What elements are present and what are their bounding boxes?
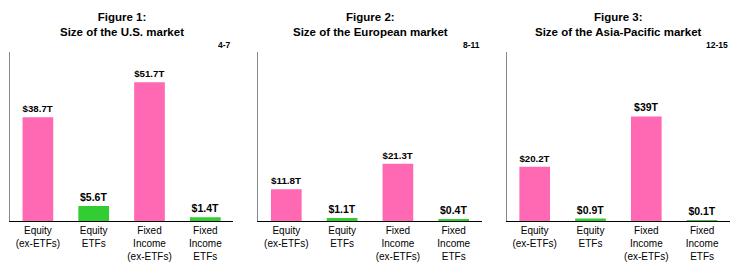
svg-text:FixedIncome(ex-ETFs): FixedIncome(ex-ETFs) — [376, 225, 420, 262]
svg-text:Equity(ex-ETFs): Equity(ex-ETFs) — [16, 225, 60, 249]
svg-text:4-7: 4-7 — [218, 40, 231, 50]
svg-text:EquityETFs: EquityETFs — [80, 225, 108, 249]
svg-text:FixedIncome(ex-ETFs): FixedIncome(ex-ETFs) — [127, 225, 171, 262]
svg-text:$0.4T: $0.4T — [440, 204, 467, 216]
svg-text:Equity(ex-ETFs): Equity(ex-ETFs) — [264, 225, 308, 249]
svg-text:FixedIncomeETFs: FixedIncomeETFs — [189, 225, 222, 262]
svg-text:$21.3T: $21.3T — [383, 150, 413, 161]
svg-text:Figure 2:Size of the European: Figure 2:Size of the European market — [293, 11, 448, 38]
svg-text:Figure 1:Size of the U.S. mark: Figure 1:Size of the U.S. market — [60, 11, 184, 38]
svg-text:$1.1T: $1.1T — [328, 203, 355, 215]
svg-text:$11.8T: $11.8T — [271, 175, 301, 186]
svg-text:$51.7T: $51.7T — [134, 68, 164, 79]
svg-text:$5.6T: $5.6T — [80, 191, 107, 203]
svg-text:FixedIncomeETFs: FixedIncomeETFs — [686, 225, 719, 262]
svg-text:$39T: $39T — [634, 101, 659, 113]
svg-text:8-11: 8-11 — [463, 40, 480, 50]
svg-text:FixedIncomeETFs: FixedIncomeETFs — [437, 225, 470, 262]
svg-text:$20.2T: $20.2T — [519, 153, 549, 164]
svg-text:Equity(ex-ETFs): Equity(ex-ETFs) — [512, 225, 556, 249]
svg-text:EquityETFs: EquityETFs — [328, 225, 356, 249]
svg-text:$38.7T: $38.7T — [23, 103, 53, 114]
svg-text:$1.4T: $1.4T — [192, 202, 219, 214]
svg-text:Figure 3:Size of the Asia-Paci: Figure 3:Size of the Asia-Pacific market — [535, 11, 702, 38]
svg-text:12-15: 12-15 — [706, 40, 728, 50]
svg-text:$0.9T: $0.9T — [577, 204, 604, 216]
svg-text:$0.1T: $0.1T — [688, 205, 715, 217]
svg-text:FixedIncome(ex-ETFs): FixedIncome(ex-ETFs) — [624, 225, 668, 262]
svg-text:EquityETFs: EquityETFs — [577, 225, 605, 249]
